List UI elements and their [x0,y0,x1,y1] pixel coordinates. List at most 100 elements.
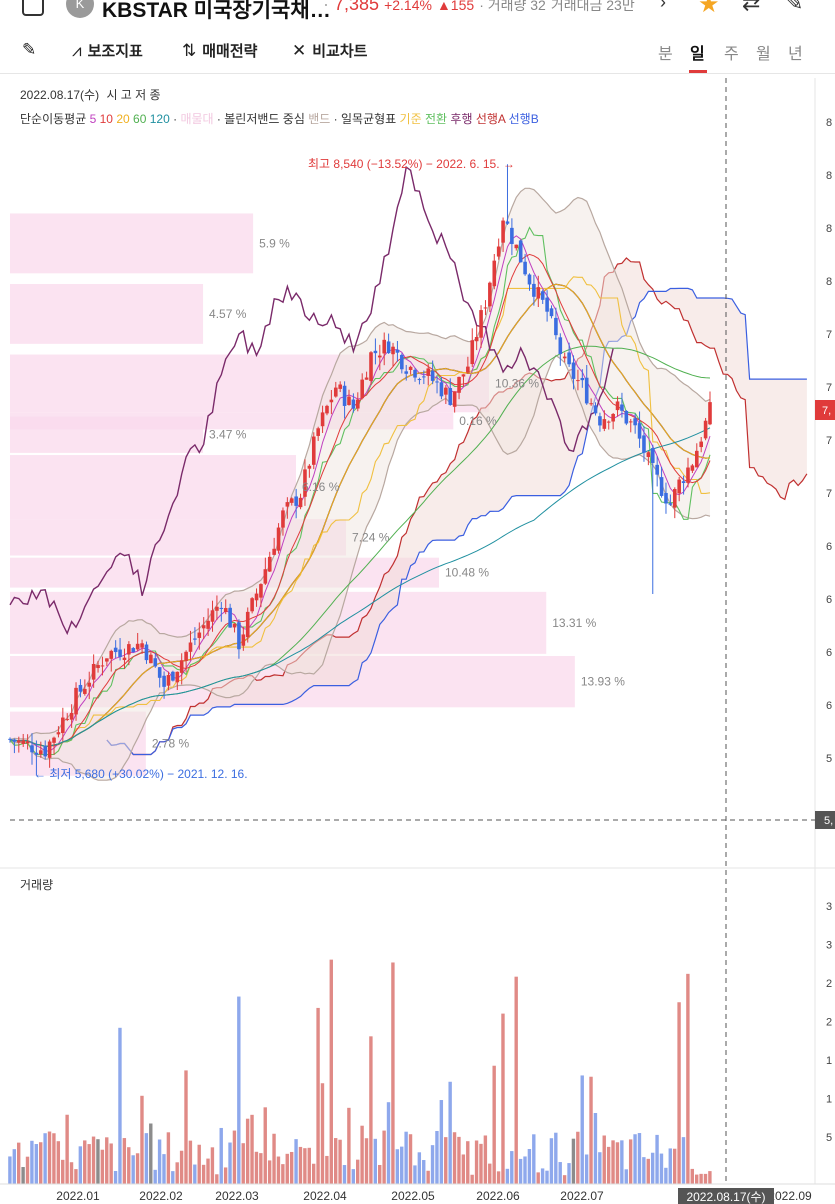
candle-body [329,399,334,403]
indicator-button[interactable]: ⩘ 보조지표 [72,40,143,61]
candle-body [113,647,118,653]
volume-bar [677,1002,681,1184]
info-ohlc: 시 고 저 종 [106,88,161,102]
tab-year[interactable]: 년 [788,46,803,63]
candle-body [510,227,514,245]
draw-button[interactable]: ✎ [22,40,42,60]
strategy-button[interactable]: ⇅ 매매전략 [182,40,257,61]
candle-body [369,352,373,381]
volume-bar [188,1140,193,1184]
candle-body [474,336,479,342]
candle-body [584,377,589,404]
candle-body [391,346,395,355]
volume-bar [650,1152,655,1184]
candle-body [215,606,219,611]
sma-5: 5 [89,112,97,126]
volume-bar [289,1151,294,1184]
volume-bar [593,1113,598,1184]
profile-pct-label: 5.9 % [259,236,290,250]
volume-bar [558,1162,562,1184]
volume-bar [694,1174,699,1184]
bollinger-band [9,187,711,781]
candle-body [686,467,690,483]
volume-bar [232,1130,237,1184]
star-icon[interactable]: ★ [698,0,720,18]
volume-bar [664,1167,668,1184]
compare-button[interactable]: ✕ 비교차트 [292,40,367,61]
tab-minute[interactable]: 분 [658,46,673,63]
candle-body [589,403,593,405]
volume-bar [466,1141,470,1184]
volume-bar [615,1142,620,1184]
volume-bar [624,1169,628,1184]
volume-tick: 1 [826,1055,832,1067]
band-label: 밴드 [308,112,331,126]
span-a-label: 선행A [475,112,506,126]
volume-bar [294,1139,298,1184]
volume-bar [457,1136,461,1184]
candle-body [646,452,651,457]
menu-icon[interactable] [22,0,44,16]
candle-body [96,665,100,669]
price-summary: · 7,385 +2.14% ▲155 · 거래량 32 거래대금 23만 [323,0,635,15]
volume-bar [342,1165,347,1184]
candle-body [338,384,342,389]
sma-20: 20 [116,112,130,126]
volume-bar [571,1138,576,1184]
swap-icon[interactable]: ⇄ [742,0,761,15]
candle-body [245,611,250,638]
chevron-right-icon[interactable]: › [660,0,682,18]
volume-bar [65,1114,69,1184]
edit-icon[interactable]: ✎ [785,0,804,15]
volume-bar [197,1144,201,1184]
volume-bar [78,1146,83,1184]
candle-body [149,654,153,664]
price-tick: 7 [826,329,832,341]
candle-body [127,644,131,655]
candle-body [285,502,290,507]
amount-summary: 거래대금 23만 [550,0,635,13]
candle-body [457,376,461,393]
candle-body [664,492,668,504]
tab-day[interactable]: 일 [690,46,705,63]
candle-body [276,527,281,551]
candle-body [65,718,70,720]
volume-bar [39,1142,43,1184]
crosshair-price-tag [815,811,835,829]
info-date: 2022.08.17(수) [20,88,100,102]
stock-header: K KBSTAR 미국장기국채… · 7,385 +2.14% ▲155 · 거… [0,0,835,22]
volume-bar [633,1134,637,1184]
volume-summary: · 거래량 32 [479,0,546,13]
candle-body [479,310,483,338]
candle-body [699,441,703,448]
volume-bar [523,1156,527,1184]
candle-body [144,644,149,661]
pen-icon: ✎ [22,40,37,59]
volume-bar [69,1162,74,1184]
tab-week[interactable]: 주 [724,46,739,63]
strategy-label: 매매전략 [202,43,258,60]
volume-bar [576,1131,580,1184]
volume-bar [562,1175,567,1184]
candle-body [201,625,206,629]
price-tick: 6 [826,594,832,606]
candle-body [492,260,497,287]
low-annotation: ← 최저 5,680 (+30.02%) − 2021. 12. 16. [34,767,248,781]
candle-body [272,548,276,555]
volume-bar [404,1131,408,1184]
volume-bar [496,1171,501,1184]
volume-bar [373,1138,378,1184]
volume-bar [369,1036,373,1184]
volume-bar [589,1076,593,1184]
candle-body [593,405,598,414]
candle-body [43,746,48,757]
volume-bar [316,1007,320,1184]
candle-body [281,510,285,528]
active-tab-underline [689,70,707,73]
candle-body [219,607,224,610]
strategy-icon: ⇅ [182,41,197,60]
volume-bar [642,1157,646,1184]
tab-month[interactable]: 월 [756,46,771,63]
candle-body [466,366,470,373]
